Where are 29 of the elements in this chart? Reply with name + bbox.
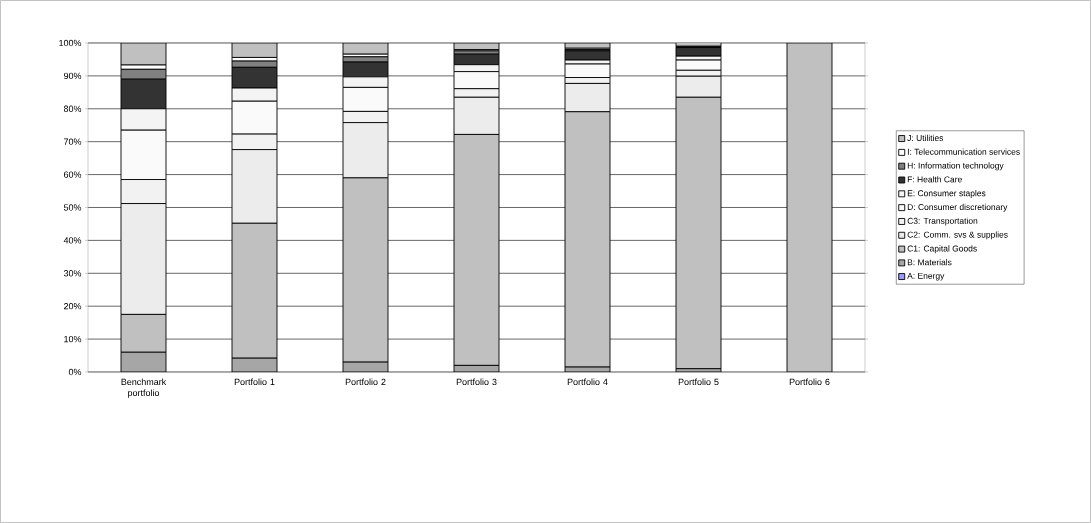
y-tick-label: 40%	[63, 237, 82, 244]
y-tick-label: 90%	[63, 72, 82, 80]
legend-label: B: Materials	[907, 259, 952, 266]
y-tick-label: 50%	[63, 204, 82, 211]
y-tick-label: 60%	[64, 171, 82, 178]
x-tick-label: Portfolio 2	[345, 378, 386, 386]
legend-label: C3: Transportation	[907, 217, 978, 226]
legend-label: I: Telecommunication services	[907, 148, 1020, 155]
x-tick-label: Benchmark portfolio	[121, 378, 167, 398]
legend-label: H: Information technology	[907, 162, 1004, 171]
y-tick-label: 100%	[59, 39, 82, 47]
y-tick-label: 0%	[68, 368, 82, 376]
legend-label: F: Health Care	[907, 176, 962, 183]
legend-label: J: Utilities	[907, 134, 944, 141]
y-tick-label: 10%	[64, 335, 82, 343]
legend-label: A: Energy	[907, 272, 945, 281]
y-tick-label: 70%	[64, 138, 82, 145]
x-tick-label: Portfolio 6	[789, 378, 830, 386]
legend-label: C1: Capital Goods	[907, 245, 977, 254]
x-tick-label: Portfolio 4	[567, 378, 608, 386]
x-tick-label: Portfolio 3	[456, 378, 497, 386]
y-tick-label: 80%	[63, 105, 82, 112]
y-tick-label: 30%	[63, 270, 82, 277]
y-tick-label: 20%	[64, 303, 82, 310]
legend-label: C2: Comm. svs & supplies	[907, 231, 1008, 240]
legend-label: E: Consumer staples	[907, 190, 986, 198]
x-tick-label: Portfolio 5	[678, 378, 719, 386]
legend-label: D: Consumer discretionary	[907, 203, 1008, 212]
x-tick-label: Portfolio 1	[234, 378, 275, 386]
